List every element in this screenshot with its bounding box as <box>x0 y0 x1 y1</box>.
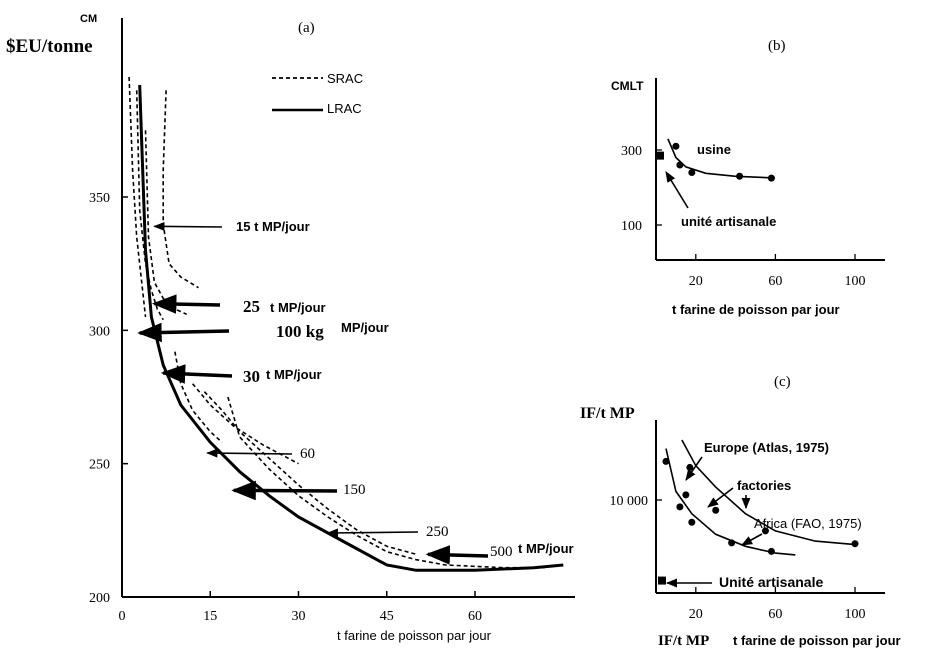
panel-b-y-axis-label: CMLT <box>611 79 644 93</box>
srac-curve-8 <box>227 396 546 569</box>
panel-a-label: (a) <box>298 20 315 36</box>
panel-a-annotation-arrow <box>425 545 489 565</box>
panel-c-y-tick-label: 10 000 <box>610 494 649 509</box>
panel-b-chart: (b) CMLT 100 300 20 60 100 t farine de pois… <box>611 38 885 317</box>
panel-b-usine-label: usine <box>697 142 731 157</box>
panel-b-data-point <box>688 169 696 176</box>
panel-c-data-point <box>682 491 690 499</box>
panel-c-artisanal-point <box>657 576 666 585</box>
panel-b-data-point <box>736 172 744 180</box>
panel-a-annotation-arrow <box>206 448 293 458</box>
panel-b-artisanal-point <box>655 151 664 160</box>
srac-curve-6 <box>191 383 299 465</box>
panel-c-factories-label: factories <box>737 478 791 493</box>
srac-curve-3 <box>144 130 188 316</box>
annotation-100kg-unit: MP/jour <box>341 320 389 335</box>
panel-c-chart: (c) IF/t MP 10 000 20 60 100 IF/t MP t far… <box>580 374 901 649</box>
panel-c-europe-label: Europe (Atlas, 1975) <box>704 440 829 455</box>
panel-c-data-point <box>767 547 775 555</box>
panel-a-y-tick-label: 300 <box>89 324 110 339</box>
panel-c-europe-arrow <box>685 456 703 481</box>
panel-a-annotation-arrow <box>137 322 230 343</box>
panel-c-x-tick-label: 60 <box>768 607 782 622</box>
panel-b-y-tick-label: 100 <box>621 219 642 234</box>
panel-b-x-tick-label: 20 <box>689 274 703 289</box>
panel-c-data-point <box>662 457 670 465</box>
panel-a-annotation-arrow <box>153 221 223 231</box>
panel-a-annotation-arrow <box>231 480 338 501</box>
panel-c-data-point <box>761 527 769 535</box>
panel-a-y-tick-label: 250 <box>89 458 110 473</box>
panel-c-fit-curve-2 <box>665 448 796 556</box>
annotation-30t-number: 30 <box>243 367 260 386</box>
panel-c-artisanale-label: Unité artisanale <box>719 574 823 590</box>
panel-c-label: (c) <box>774 374 791 390</box>
annotation-100kg-number: 100 kg <box>276 322 324 341</box>
panel-c-data-point <box>728 539 736 547</box>
annotation-60: 60 <box>300 446 315 462</box>
panel-c-x-axis-left-label: IF/t MP <box>658 633 709 649</box>
panel-c-africa-label: Africa (FAO, 1975) <box>754 516 862 531</box>
panel-a-x-tick-label: 45 <box>380 609 394 624</box>
panel-c-data-point <box>688 518 696 526</box>
panel-a-y-tick-label: 200 <box>89 591 110 606</box>
panel-a-cm-label: CM <box>80 13 97 25</box>
srac-curve-2 <box>135 90 164 321</box>
panel-b-artisanale-label: unité artisanale <box>681 214 776 229</box>
panel-c-data-point <box>712 506 720 514</box>
panel-c-x-tick-label: 20 <box>689 607 703 622</box>
legend-srac-label: SRAC <box>327 71 363 86</box>
panel-b-artisanale-arrow <box>665 171 689 209</box>
panel-a-y-axis-label: $EU/tonne <box>6 36 93 57</box>
panel-b-data-point <box>672 142 680 150</box>
panel-a-x-tick-label: 60 <box>468 609 482 624</box>
panel-c-data-point <box>676 503 684 511</box>
panel-a-x-tick-label: 15 <box>203 609 217 624</box>
panel-a-y-tick-label: 350 <box>89 191 110 206</box>
panel-a-annotation-arrow <box>151 294 221 314</box>
annotation-25t-number: 25 <box>243 297 260 316</box>
panel-b-label: (b) <box>768 38 786 54</box>
annotation-15t: 15 t MP/jour <box>236 219 310 234</box>
panel-c-x-axis-label: t farine de poisson par jour <box>733 633 901 648</box>
panel-c-x-tick-label: 100 <box>845 607 866 622</box>
panel-a-x-tick-label: 30 <box>292 609 306 624</box>
panel-a-x-axis-label: t farine de poisson par jour <box>337 628 492 643</box>
panel-b-x-tick-label: 60 <box>768 274 782 289</box>
annotation-150: 150 <box>343 482 366 498</box>
srac-curve-7 <box>203 391 417 556</box>
panel-a-annotation-arrow <box>160 364 233 384</box>
panel-c-africa-arrow <box>741 533 763 546</box>
panel-a-x-tick-label: 0 <box>119 609 126 624</box>
srac-curve-4 <box>162 90 199 289</box>
annotation-500-unit: t MP/jour <box>518 541 574 556</box>
annotation-500-number: 500 <box>490 544 513 560</box>
panel-b-y-tick-label: 300 <box>621 144 642 159</box>
panel-a-annotation-arrow <box>326 528 419 538</box>
annotation-25t-unit: t MP/jour <box>270 300 326 315</box>
annotation-30t-unit: t MP/jour <box>266 367 322 382</box>
panel-c-y-axis-label: IF/t MP <box>580 405 635 422</box>
panel-b-data-point <box>676 161 684 169</box>
annotation-250: 250 <box>426 524 449 540</box>
panel-b-data-point <box>767 174 775 182</box>
panel-c-factories-arrow-1 <box>707 487 734 508</box>
panel-b-x-tick-label: 100 <box>845 274 866 289</box>
panel-b-x-axis-label: t farine de poisson par jour <box>672 302 840 317</box>
panel-c-data-point <box>851 540 859 548</box>
legend-lrac-label: LRAC <box>327 101 362 116</box>
